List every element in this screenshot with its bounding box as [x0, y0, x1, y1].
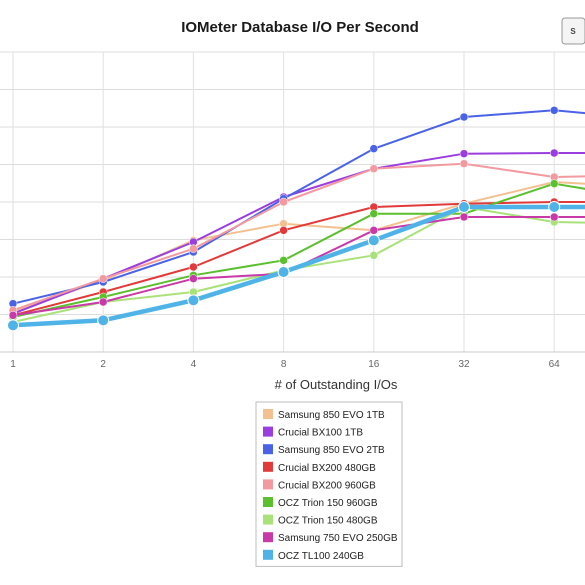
data-point: [369, 209, 379, 218]
data-point: [549, 212, 559, 222]
x-axis-label: # of Outstanding I/Os: [275, 377, 398, 392]
series-line: [12, 162, 585, 312]
chart-title: IOMeter Database I/O Per Second: [181, 19, 419, 36]
data-point: [459, 212, 469, 222]
legend-swatch: [263, 497, 273, 507]
series-line: [12, 206, 585, 323]
series-line: [12, 216, 585, 317]
data-point: [459, 112, 469, 122]
series-line: [12, 152, 585, 315]
x-tick-label: 8: [281, 359, 287, 370]
legend-swatch: [263, 444, 273, 455]
data-point: [189, 274, 198, 283]
x-tick-label: 32: [458, 359, 470, 370]
series-line: [12, 182, 585, 318]
data-point: [549, 179, 559, 188]
legend-label: Crucial BX200 960GB: [278, 480, 376, 491]
data-point: [98, 274, 108, 283]
legend-swatch: [263, 532, 273, 543]
legend-label: Samsung 750 EVO 250GB: [278, 533, 398, 544]
data-point: [8, 311, 18, 320]
legend: Samsung 850 EVO 1TB Crucial BX100 1TB Sams…: [255, 401, 403, 567]
legend-label: OCZ Trion 150 480GB: [278, 516, 378, 527]
x-tick-label: 4: [191, 359, 197, 370]
x-tick-label: 64: [549, 359, 561, 370]
data-point: [459, 149, 469, 158]
x-axis-ticks: 1 2 4 8 16 32 64: [10, 359, 560, 370]
data-point: [98, 297, 108, 307]
legend-swatch: [263, 426, 273, 437]
data-point: [189, 244, 198, 253]
legend-swatch: [263, 479, 273, 490]
legend-label: OCZ Trion 150 960GB: [278, 498, 378, 509]
logo-icon: [561, 17, 585, 45]
site-logo: S: [561, 17, 585, 45]
data-point: [279, 226, 288, 235]
series-line: [12, 109, 585, 305]
data-point: [369, 226, 379, 235]
legend-label: OCZ TL100 240GB: [278, 551, 364, 562]
series-layer: [7, 106, 585, 332]
x-tick-label: 2: [100, 359, 106, 370]
series-line: [12, 201, 585, 317]
legend-swatch: [263, 409, 273, 419]
data-point: [459, 159, 469, 168]
data-point: [369, 164, 379, 173]
data-point: [369, 144, 379, 153]
data-point: [367, 234, 380, 247]
logo-text: S: [570, 27, 576, 36]
data-point: [187, 294, 200, 307]
x-tick-label: 16: [368, 359, 380, 370]
data-point: [549, 106, 559, 115]
data-point: [279, 256, 288, 265]
data-point: [279, 197, 288, 207]
legend-box: [255, 401, 403, 567]
legend-label: Crucial BX200 480GB: [278, 463, 376, 474]
data-point: [189, 262, 198, 272]
data-point: [548, 201, 561, 213]
legend-label: Samsung 850 EVO 1TB: [278, 410, 385, 421]
legend-swatch: [263, 549, 273, 560]
data-point: [549, 148, 559, 158]
x-tick-label: 1: [10, 359, 16, 370]
legend-swatch: [263, 514, 273, 525]
data-point: [458, 201, 470, 213]
series-8: [7, 201, 585, 332]
legend-label: Samsung 850 EVO 2TB: [278, 445, 385, 456]
data-point: [7, 319, 19, 332]
series-line: [10, 204, 585, 328]
data-point: [97, 314, 110, 327]
data-point: [369, 251, 379, 260]
legend-label: Crucial BX100 1TB: [278, 428, 363, 439]
legend-swatch: [263, 461, 273, 472]
data-point: [277, 266, 290, 278]
